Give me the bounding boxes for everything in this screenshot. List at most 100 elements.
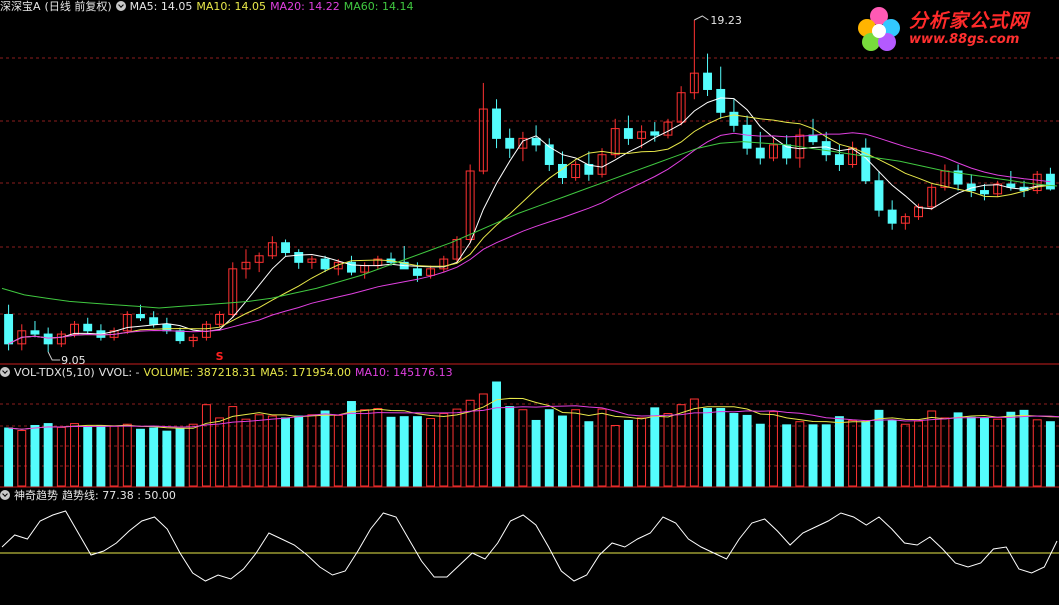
volume-value: VOLUME: 387218.31 — [143, 366, 257, 379]
chevron-down-icon[interactable] — [0, 490, 10, 500]
candle-body — [122, 313, 132, 332]
candle-body — [703, 72, 712, 90]
vol-ma5-value: MA5: 171954.00 — [260, 366, 351, 379]
candle-body — [716, 88, 726, 113]
candle-body — [228, 268, 238, 315]
volume-bar — [940, 417, 950, 487]
candle-body — [83, 323, 93, 332]
candle-body — [1006, 183, 1016, 188]
volume-bar — [795, 421, 805, 487]
volume-bar — [30, 424, 40, 487]
trend-line-value: 趋势线: 77.38 : 50.00 — [62, 489, 176, 502]
chevron-down-icon[interactable] — [0, 367, 10, 377]
volume-bar — [347, 401, 356, 487]
volume-bar — [900, 423, 910, 487]
candle-body — [188, 336, 198, 342]
trend-line — [1, 510, 1058, 582]
candle-body — [558, 163, 567, 179]
volume-bar — [465, 399, 475, 487]
volume-ma10-line — [8, 405, 1059, 430]
volume-bar — [927, 410, 937, 487]
candle-body — [676, 92, 686, 123]
candle-body — [162, 323, 172, 332]
volume-bar — [966, 416, 976, 487]
volume-bar — [136, 428, 145, 487]
candle-body — [175, 330, 185, 342]
volume-bar — [307, 414, 317, 487]
volume-bar — [782, 424, 792, 487]
ma20-line — [8, 132, 1051, 345]
candle-body — [729, 111, 739, 126]
candle-body — [769, 144, 778, 159]
volume-bar — [228, 406, 238, 487]
candle-body — [610, 128, 620, 156]
volume-bar — [43, 423, 53, 487]
volume-bar — [914, 420, 923, 487]
candle-body — [281, 242, 290, 254]
volume-bar — [623, 419, 633, 487]
candle-body — [505, 137, 515, 149]
volume-bar — [597, 408, 607, 487]
candle-body — [426, 268, 436, 276]
price-panel-header: 深深宝A (日线 前复权) MA5: 14.05 MA10: 14.05 MA20: 1… — [0, 0, 418, 14]
volume-bar — [162, 430, 172, 487]
candle-body — [70, 323, 79, 335]
candle-body — [1032, 173, 1042, 192]
volume-bar — [281, 417, 290, 487]
volume-bar — [215, 417, 225, 487]
volume-bar — [17, 430, 27, 487]
candle-body — [333, 261, 343, 270]
ma10-line — [8, 114, 1051, 345]
volume-bar — [452, 408, 462, 487]
candle-body — [874, 180, 884, 211]
volume-bar — [1006, 411, 1016, 487]
candle-body — [43, 333, 53, 345]
volume-bar — [254, 414, 264, 487]
volume-bar — [492, 381, 501, 487]
volume-bar — [83, 426, 93, 487]
volume-bar — [188, 423, 198, 487]
volume-bar — [663, 413, 673, 487]
volume-bar — [874, 409, 884, 487]
volume-bar — [56, 426, 66, 487]
high-label: 19.23 — [710, 14, 742, 27]
volume-bar — [861, 421, 871, 487]
volume-bar — [637, 417, 647, 487]
candle-body — [294, 252, 304, 263]
volume-bar — [689, 398, 699, 487]
candle-body — [4, 313, 14, 345]
volume-bar — [729, 413, 739, 487]
volume-bar — [887, 419, 897, 487]
volume-bar — [834, 416, 844, 487]
volume-bar — [267, 415, 277, 487]
candle-body — [927, 186, 937, 208]
candle-body — [465, 170, 475, 240]
volume-panel-header: VOL-TDX(5,10) VVOL: - VOLUME: 387218.31 MA5… — [0, 366, 457, 380]
candle-body — [808, 134, 818, 143]
candle-body — [518, 137, 528, 149]
candle-body — [412, 268, 422, 276]
volume-bar — [821, 424, 831, 487]
chevron-down-icon[interactable] — [115, 1, 126, 11]
volume-bar — [122, 423, 132, 487]
candle-body — [241, 261, 251, 270]
trend-panel-header: 神奇趋势 趋势线: 77.38 : 50.00 — [0, 489, 180, 503]
volume-bar — [531, 419, 541, 487]
volume-bar — [505, 406, 515, 487]
volume-bar — [386, 416, 396, 487]
volume-bar — [1032, 419, 1042, 487]
volume-bar — [650, 407, 660, 487]
candle-body — [887, 209, 897, 224]
volume-bar — [558, 415, 567, 487]
candle-body — [215, 313, 225, 325]
candle-body — [478, 108, 488, 172]
candle-body — [623, 128, 633, 139]
logo-url: www.88gs.com — [909, 32, 1020, 47]
candle-body — [571, 163, 581, 179]
volume-bar — [320, 410, 330, 487]
volume-bar — [571, 409, 581, 487]
volume-bar — [518, 409, 528, 487]
volume-bar — [109, 425, 119, 487]
candle-body — [307, 258, 317, 263]
